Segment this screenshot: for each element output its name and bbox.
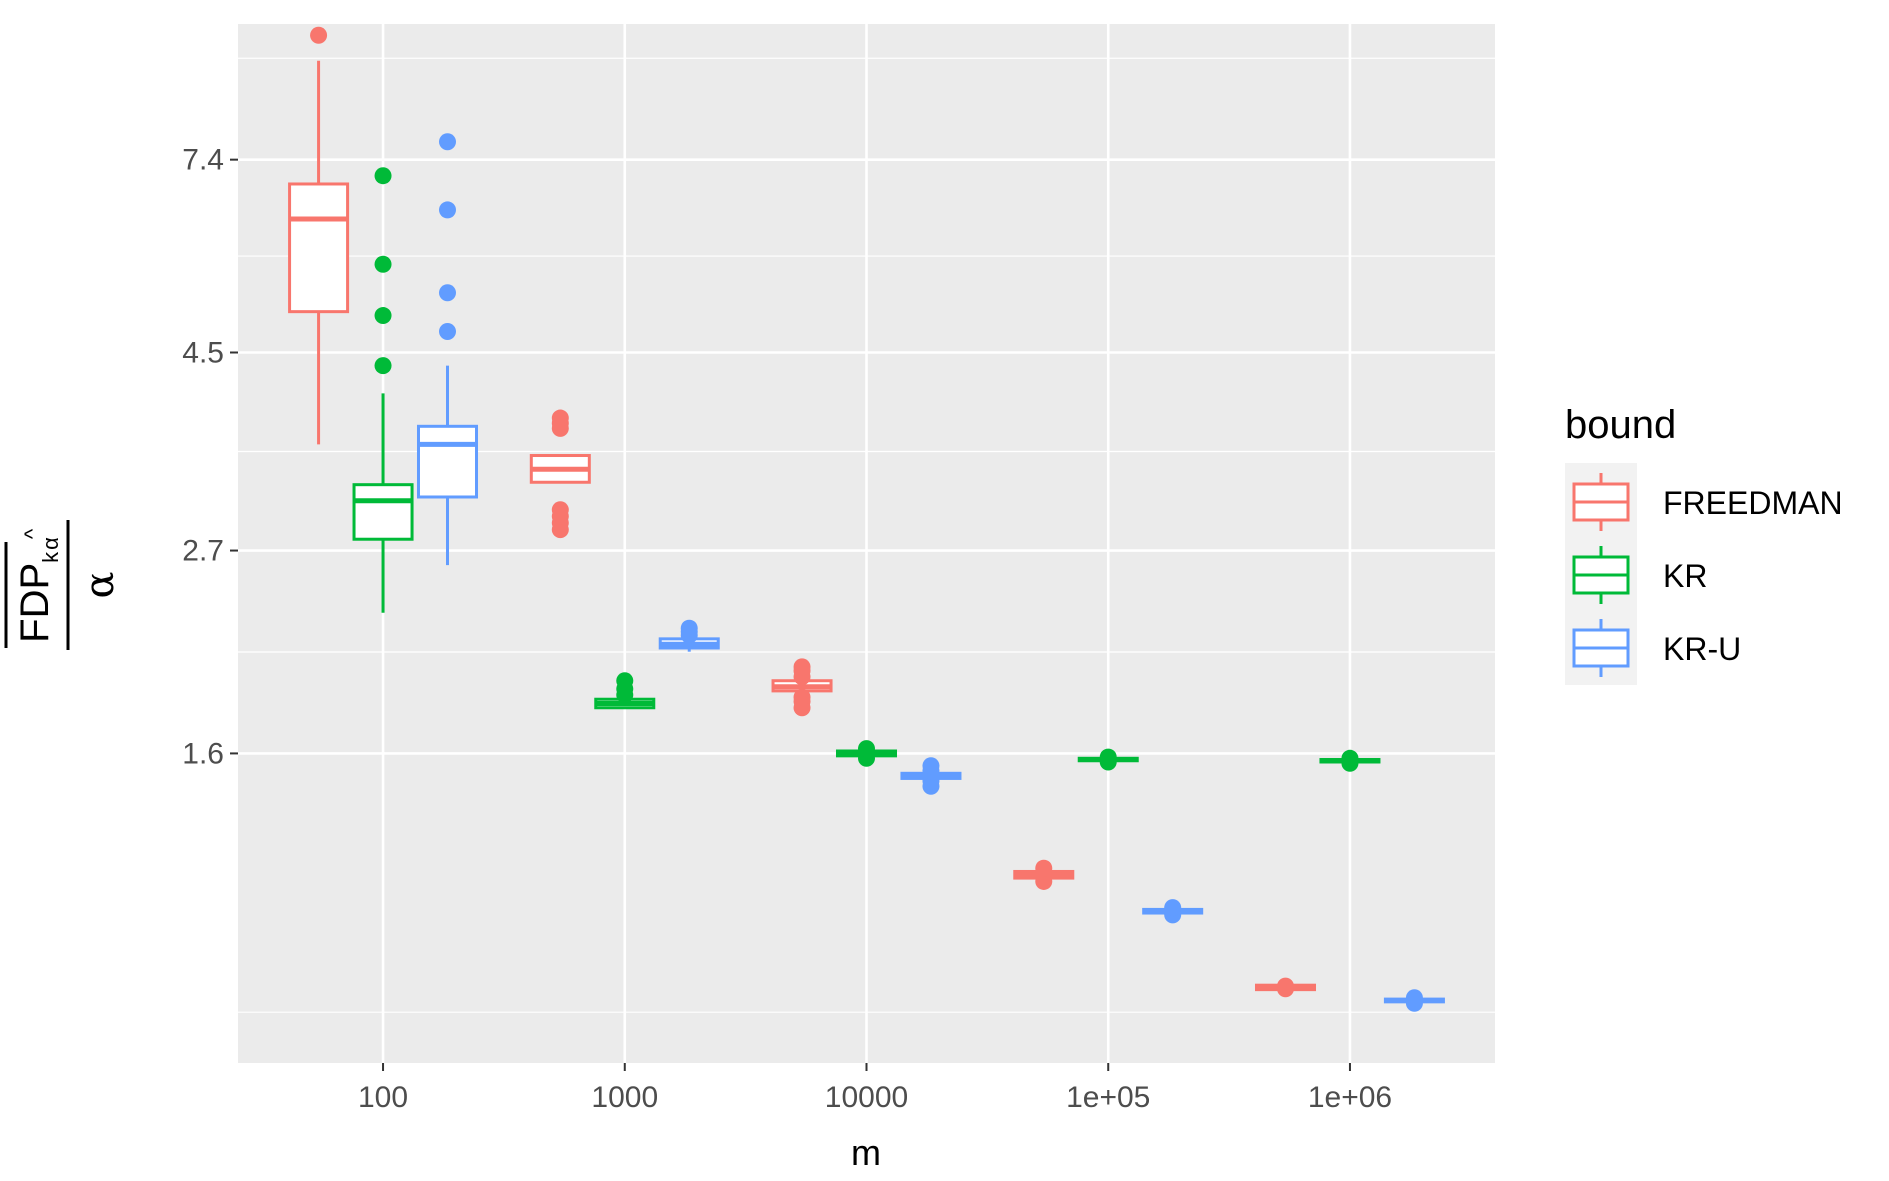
outlier-point (551, 409, 569, 427)
outlier-point (1099, 748, 1117, 766)
legend-label: KR (1663, 558, 1707, 594)
x-tick-label: 1000 (591, 1081, 658, 1114)
outlier-point (374, 167, 392, 185)
y-tick-label: 7.4 (182, 144, 224, 177)
legend-key-freedman: FREEDMAN (1572, 473, 1843, 531)
box (900, 757, 962, 795)
legend: bound FREEDMAN KR KR-U (1565, 403, 1843, 685)
box (352, 167, 414, 613)
box (416, 133, 479, 566)
outlier-point (1164, 899, 1182, 917)
outlier-point (793, 688, 811, 706)
outlier-point (1405, 989, 1423, 1007)
outlier-point (1035, 872, 1053, 890)
outlier-point (439, 284, 456, 302)
outlier-point (1035, 859, 1053, 877)
box (1383, 989, 1445, 1012)
outlier-point (374, 307, 392, 325)
outlier-point (922, 757, 940, 775)
box (771, 658, 833, 717)
box (658, 619, 720, 652)
box (288, 26, 350, 445)
x-axis-title: m (851, 1132, 881, 1173)
legend-key-kr-u: KR-U (1572, 619, 1741, 677)
outlier-point (439, 323, 456, 341)
y-axis-title-fdp: FDP (13, 563, 57, 643)
x-tick-label: 10000 (825, 1081, 908, 1114)
legend-label: FREEDMAN (1663, 485, 1843, 521)
box (1254, 977, 1317, 998)
y-tick-label: 4.5 (182, 337, 224, 370)
box (594, 672, 656, 710)
y-axis-title-subscript: k (38, 551, 63, 563)
series-kr (352, 167, 1381, 772)
outlier-point (1341, 749, 1359, 767)
box-body (288, 182, 350, 314)
box (1013, 859, 1075, 890)
outlier-point (680, 619, 698, 637)
box-body (416, 424, 479, 499)
y-tick-label: 2.7 (182, 535, 224, 568)
series-freedman (288, 26, 1317, 998)
axes: 1.6 2.7 4.5 7.4 100 1000 10000 1e+05 1e+06 (182, 144, 1392, 1114)
box (529, 409, 591, 539)
outlier-point (793, 658, 811, 676)
legend-title: bound (1565, 403, 1676, 447)
legend-key-kr: KR (1572, 546, 1707, 604)
x-tick-label: 1e+06 (1308, 1081, 1392, 1114)
box (1142, 899, 1204, 924)
box (835, 740, 898, 767)
x-tick-label: 1e+05 (1066, 1081, 1150, 1114)
box (1319, 749, 1381, 772)
y-axis-title-denominator: α (77, 571, 123, 598)
y-tick-label: 1.6 (182, 737, 224, 770)
box (1077, 748, 1139, 771)
outlier-point (310, 26, 328, 44)
legend-label: KR-U (1663, 631, 1741, 667)
y-axis-title-hat: ^ (20, 528, 45, 539)
y-axis-title: FDPkα ^ α (4, 520, 123, 650)
outlier-point (439, 133, 456, 151)
box-series (288, 26, 1445, 1012)
box-body (352, 483, 414, 541)
outlier-point (374, 255, 392, 273)
y-axis-title-sub-subscript: α (38, 537, 63, 550)
outlier-point (616, 672, 634, 690)
outlier-point (858, 740, 875, 758)
y-axis-title-numerator: FDPkα (13, 537, 63, 643)
legend-keys: FREEDMAN KR KR-U (1565, 463, 1843, 685)
outlier-point (551, 501, 569, 519)
outlier-point (439, 201, 456, 219)
x-tick-label: 100 (358, 1081, 408, 1114)
outlier-point (374, 357, 392, 375)
outlier-point (1277, 977, 1294, 995)
series-kr-u (416, 133, 1445, 1012)
